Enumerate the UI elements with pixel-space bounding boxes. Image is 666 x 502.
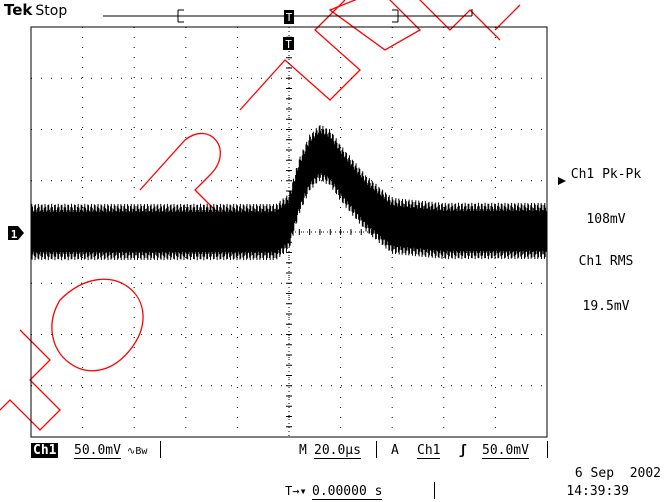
run-status: Stop (35, 3, 68, 19)
divider (376, 441, 377, 458)
channel-badge: Ch1 (31, 443, 59, 458)
timebase-prefix: M (299, 443, 307, 458)
measurement-label: Ch1 Pk-Pk (570, 167, 642, 182)
svg-text:T: T (286, 11, 293, 24)
instrument-header: Tek Stop (4, 1, 67, 19)
trigger-position-marker: T T (283, 10, 294, 51)
timebase-value: 20.0µs (314, 443, 361, 459)
trigger-source: Ch1 (417, 443, 441, 459)
watermark (0, 0, 521, 431)
time-readout: 14:39:39 (566, 484, 629, 499)
trigger-prefix: A (391, 443, 399, 458)
trigger-level: 50.0mV (482, 443, 529, 459)
measurement-value: 19.5mV (582, 299, 630, 314)
svg-text:T: T (285, 38, 292, 51)
date-readout: 6 Sep 2002 (574, 466, 661, 481)
measurement-ch1-pkpk: Ch1 Pk-Pk 108mV (556, 137, 656, 242)
divider (547, 441, 548, 458)
volts-per-div: 50.0mV (74, 443, 121, 459)
divider (434, 482, 435, 499)
delay-marker-icon: T→▾ (285, 484, 307, 498)
measurement-label: Ch1 RMS (578, 254, 634, 269)
waveform-trace (30, 125, 548, 261)
trigger-slope-icon: ʃ (459, 443, 467, 458)
delay-value: 0.00000 s (312, 484, 383, 500)
trigger-level-arrow (558, 177, 566, 185)
trace-ch1-mean (31, 151, 547, 233)
divider (160, 441, 161, 458)
channel-1-ground-marker: 1 (8, 226, 24, 241)
brand-logo: Tek (4, 1, 33, 19)
svg-text:1: 1 (11, 228, 18, 241)
measurement-ch1-rms: Ch1 RMS 19.5mV (556, 224, 656, 329)
coupling-icon: ∿Bw (127, 446, 148, 457)
trace-ch1 (30, 125, 548, 261)
measurement-value: 108mV (586, 212, 626, 227)
